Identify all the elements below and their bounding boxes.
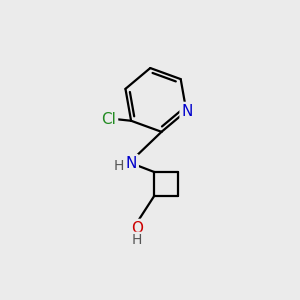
- Text: N: N: [181, 103, 193, 118]
- Text: N: N: [126, 156, 137, 171]
- Text: H: H: [132, 233, 142, 248]
- Text: H: H: [113, 159, 124, 172]
- Text: Cl: Cl: [102, 112, 116, 127]
- Text: O: O: [131, 220, 143, 236]
